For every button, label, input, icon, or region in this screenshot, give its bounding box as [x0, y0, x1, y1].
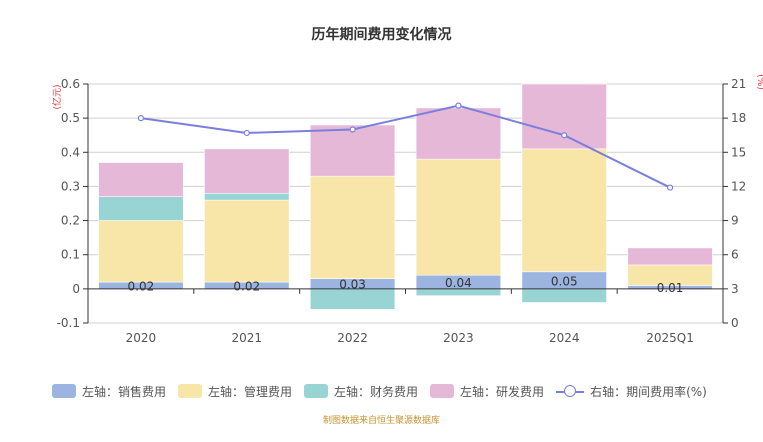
- bar-rnd-expense: [204, 148, 290, 194]
- legend-item-rnd[interactable]: 左轴：研发费用: [430, 383, 544, 400]
- left-axis-tick-label: 0.4: [61, 145, 80, 159]
- bar-rnd-expense: [309, 124, 396, 177]
- legend-item-sales[interactable]: 左轴：销售费用: [52, 383, 166, 400]
- bar-data-label: 0.04: [445, 276, 472, 290]
- rate-line-point: [137, 115, 145, 122]
- left-axis-tick-label: 0.2: [61, 214, 80, 228]
- left-axis-tick-label: -0.1: [57, 316, 80, 330]
- rate-line-point: [455, 102, 462, 109]
- chart-title: 历年期间费用变化情况: [311, 27, 452, 43]
- bar-finance-expense: [98, 196, 184, 221]
- legend-item-rate[interactable]: 右轴：期间费用率(%): [556, 383, 707, 400]
- x-axis-tick-label: 2021: [231, 331, 262, 345]
- legend-item-admin[interactable]: 左轴：管理费用: [178, 383, 292, 400]
- x-axis-tick-label: 2025Q1: [646, 331, 694, 345]
- legend-label: 左轴：销售费用: [82, 384, 167, 399]
- left-axis-tick-label: 0.1: [61, 248, 80, 262]
- bar-rnd-expense: [98, 162, 184, 197]
- x-axis-tick-label: 2020: [126, 331, 157, 345]
- bar-admin-expense: [521, 148, 607, 273]
- bar-data-label: 0.03: [339, 278, 366, 292]
- axes: -0.1 0 0.1 0.2 0.3 0.4 0.5 0.6 0 3 6 9 12 15 18 21 2020 2…: [57, 77, 747, 345]
- left-axis-tick-label: 0: [72, 282, 80, 296]
- data-labels: 0.02 0.02 0.03 0.04 0.05 0.01: [128, 274, 684, 295]
- bar-finance-expense: [309, 288, 396, 310]
- right-axis-tick-label: 6: [731, 248, 739, 262]
- bar-admin-expense: [98, 220, 184, 283]
- legend-swatch-finance: [304, 384, 329, 398]
- bar-data-label: 0.02: [128, 279, 155, 293]
- legend-swatch-sales: [52, 384, 76, 398]
- bar-data-label: 0.02: [233, 279, 260, 293]
- right-axis-tick-label: 3: [731, 282, 739, 296]
- right-axis-tick-label: 15: [731, 145, 746, 159]
- bar-admin-expense: [309, 175, 396, 279]
- bar-rnd-expense: [521, 83, 607, 150]
- legend-label: 左轴：研发费用: [460, 384, 545, 399]
- right-axis-tick-label: 18: [731, 111, 746, 125]
- legend-item-finance[interactable]: 左轴：财务费用: [304, 383, 418, 400]
- rate-line-point: [349, 126, 356, 133]
- rate-line-point: [243, 129, 250, 137]
- legend-line-circle-icon: [556, 384, 585, 398]
- legend: 左轴：销售费用 左轴：管理费用 左轴：财务费用 左轴：研发费用 右轴：期间费用率…: [52, 381, 719, 401]
- bar-finance-expense: [521, 288, 607, 303]
- right-axis-tick-label: 21: [731, 77, 746, 91]
- legend-swatch-admin: [178, 384, 203, 398]
- bar-data-label: 0.01: [657, 281, 684, 295]
- left-axis-tick-label: 0.5: [61, 111, 80, 125]
- bar-data-label: 0.05: [551, 274, 578, 288]
- rate-line-point: [561, 132, 568, 139]
- bar-admin-expense: [415, 158, 502, 276]
- rate-line-path: [140, 104, 671, 189]
- left-axis-tick-label: 0.3: [61, 179, 80, 193]
- right-axis-tick-label: 12: [731, 179, 746, 193]
- bar-admin-expense: [204, 199, 290, 283]
- bars: [98, 83, 713, 310]
- rate-line-point: [666, 184, 674, 191]
- right-axis-unit-label: (%): [755, 74, 763, 90]
- right-axis-tick-label: 0: [731, 316, 739, 330]
- x-axis-tick-label: 2023: [443, 331, 474, 345]
- x-axis-tick-label: 2024: [549, 331, 580, 345]
- bar-rnd-expense: [415, 107, 502, 160]
- bar-rnd-expense: [627, 247, 713, 266]
- source-note: 制图数据来自恒生聚源数据库: [322, 416, 440, 426]
- x-axis-tick-label: 2022: [337, 331, 368, 345]
- left-axis-tick-label: 0.6: [61, 77, 80, 91]
- left-axis-unit-label: (亿元): [51, 84, 63, 109]
- legend-label: 左轴：财务费用: [334, 384, 419, 399]
- right-axis-tick-label: 9: [731, 214, 739, 228]
- legend-label: 右轴：期间费用率(%): [590, 384, 707, 399]
- rate-line: [137, 102, 674, 191]
- legend-swatch-rnd: [430, 384, 455, 398]
- bar-finance-expense: [204, 192, 290, 201]
- legend-label: 左轴：管理费用: [208, 384, 293, 399]
